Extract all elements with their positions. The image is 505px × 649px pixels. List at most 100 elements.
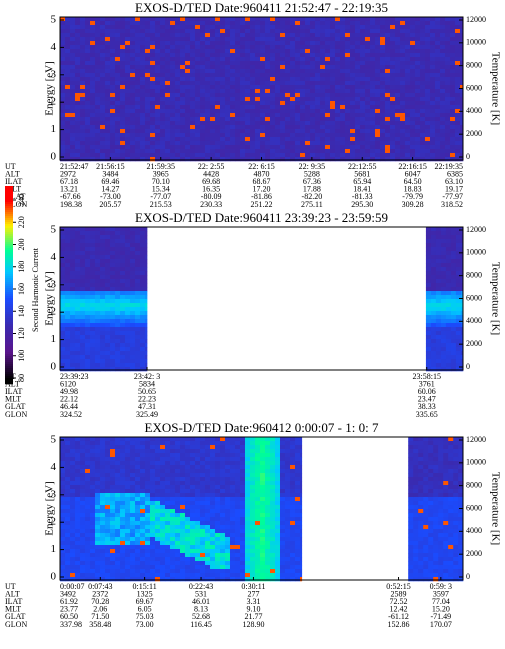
spectrogram-cell [190,85,196,90]
spectrogram-cell [135,267,141,272]
spectrogram-cell [125,81,131,86]
spectrogram-cell [445,93,451,98]
spectrogram-cell [370,49,376,54]
spectrogram-cell [215,141,221,146]
spectrogram-cell [105,453,111,458]
spectrogram-cell [240,141,246,146]
spectrogram-cell [100,81,106,86]
spectrogram-cell [60,485,66,490]
spectrogram-cell [140,109,146,114]
spectrogram-cell [375,53,381,58]
spectrogram-cell [380,125,386,130]
spectrogram-cell [220,121,226,126]
spectrogram-cell [275,97,281,102]
spectrogram-cell [180,101,186,106]
spectrogram-cell [370,105,376,110]
colorbar-cell [5,276,13,279]
spectrogram-cell [175,509,181,514]
spectrogram-cell [410,153,416,158]
colorbar-cell [5,194,13,197]
spectrogram-cell [160,121,166,126]
spectrogram-cell [345,117,351,122]
spectrogram-cell [120,525,126,530]
spectrogram-cell [135,493,141,498]
spectrogram-cell [375,153,381,158]
spectrogram-cell [330,133,336,138]
table-value: 5288 [304,169,320,178]
spectrogram-cell [460,153,464,158]
spectrogram-cell [140,279,146,284]
spectrogram-cell [115,21,121,26]
spectrogram-cell [165,33,171,38]
spectrogram-cell [80,473,86,478]
spectrogram-cell [85,21,91,26]
spectrogram-cell [185,57,191,62]
spectrogram-cell [375,45,381,50]
spectrogram-cell [440,57,446,62]
spectrogram-cell [390,17,396,22]
spectrogram-cell [290,49,296,54]
spectrogram-cell [285,121,291,126]
spectrogram-cell [120,259,126,264]
spectrogram-cell [215,17,221,22]
spectrogram-cell [115,37,121,42]
spectrogram-cell [115,477,121,482]
spectrogram-cell [70,117,76,122]
spectrogram-cell [160,33,166,38]
spectrogram-cell [110,275,116,280]
spectrogram-cell [120,363,126,368]
spectrogram-cell [240,93,246,98]
spectrogram-cell [140,77,146,82]
spectrogram-cell [80,331,86,336]
spectrogram-cell [65,29,71,34]
spectrogram-cell [450,69,456,74]
spectrogram-cell [315,157,321,162]
spectrogram-cell [345,53,351,58]
spectrogram-cell [295,69,301,74]
spectrogram-cell [170,437,176,442]
spectrogram-cell [155,113,161,118]
spectrogram-cell [220,137,226,142]
spectrogram-cell [280,109,286,114]
spectrogram-cell [150,85,156,90]
spectrogram-cell [425,323,432,328]
spectrogram-cell [300,49,306,54]
spectrogram-cell [365,109,371,114]
spectrogram-cell [430,367,437,372]
row-label: GLAT [5,402,26,411]
spectrogram-cell [445,69,451,74]
spectrogram-cell [100,355,106,360]
spectrogram-cell [295,141,301,146]
spectrogram-cell [240,117,246,122]
spectrogram-cell [120,477,126,482]
spectrogram-cell [75,513,81,518]
spectrogram-cell [170,465,176,470]
spectrogram-cell [420,57,426,62]
spectrogram-cell [400,81,406,86]
spectrogram-cell [145,291,148,296]
spectrogram-cell [75,319,81,324]
y2-axis-label: Temperature [K] [489,262,501,335]
spectrogram-cell [270,49,276,54]
spectrogram-cell [75,327,81,332]
spectrogram-cell [335,157,341,162]
spectrogram-cell [60,263,66,268]
spectrogram-cell [80,25,86,30]
spectrogram-cell [115,497,121,502]
spectrogram-cell [90,287,96,292]
spectrogram-cell [190,69,196,74]
spectrogram-cell [245,29,251,34]
spectrogram-cell [325,57,331,62]
spectrogram-cell [170,541,176,546]
spectrogram-cell [140,37,146,42]
spectrogram-cell [155,149,161,154]
spectrogram-cell [440,89,446,94]
spectrogram-cell [95,121,101,126]
spectrogram-cell [120,85,126,90]
spectrogram-cell [90,505,96,510]
spectrogram-cell [320,81,326,86]
spectrogram-cell [390,101,396,106]
spectrogram-cell [105,109,111,114]
spectrogram-cell [245,85,251,90]
spectrogram-cell [95,489,101,494]
